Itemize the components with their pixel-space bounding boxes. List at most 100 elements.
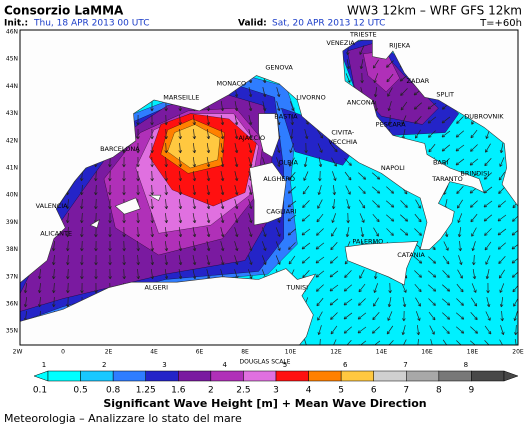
wave-arrow [442,312,451,320]
wave-arrow [498,171,506,181]
wave-arrow [150,268,155,280]
wave-arrow [66,198,70,210]
wave-arrow [290,114,294,126]
wave-arrow [248,255,253,265]
wave-arrow [373,283,378,293]
city-label: VECCHIA [328,138,357,146]
colorbar-tick: 0.8 [106,386,121,396]
wave-arrow [248,115,253,126]
douglas-number: 4 [223,361,228,369]
wave-arrow [499,143,504,154]
wave-arrow [513,311,518,322]
wave-arrow [486,297,491,308]
wave-arrow [315,256,325,264]
wave-arrow [386,340,394,345]
city-label: CIVITA- [331,129,355,137]
wave-arrow [178,170,182,182]
colorbar-tick: 2 [208,386,214,396]
city-label: DUBROVNIK [464,112,504,120]
wave-arrow [373,73,379,83]
city-label: SPLIT [436,91,454,99]
wave-arrow [497,214,507,222]
wave-arrow [343,298,353,306]
wave-arrow [248,213,253,224]
wave-arrow [275,227,281,237]
douglas-number: 7 [403,361,407,369]
wave-arrow [387,297,392,308]
wave-arrow [511,244,518,250]
wave-arrow [345,73,351,83]
wave-arrow [512,215,518,222]
lon-label: 12E [330,349,342,356]
wave-arrow [455,326,465,334]
wave-arrow [511,229,518,236]
wave-arrow [388,114,392,126]
wave-arrow [220,185,225,196]
wave-arrow [66,282,70,294]
wave-arrow [94,282,98,294]
wave-arrow [332,171,337,181]
wave-arrow [372,213,380,223]
wave-arrow [52,282,56,294]
wave-arrow [37,296,42,308]
wave-arrow [192,142,197,154]
wave-arrow [302,200,310,208]
wave-arrow [317,185,322,196]
wave-arrow [485,311,491,321]
lon-label: 14E [376,349,388,356]
wave-arrow [136,254,140,266]
wave-arrow [220,213,225,224]
wave-arrow [455,130,465,138]
wave-arrow [248,227,253,238]
wave-arrow [276,87,281,98]
wave-arrow [443,241,449,251]
wave-arrow [150,254,154,266]
wave-arrow [316,228,324,236]
wave-arrow [359,45,365,55]
wave-arrow [122,226,126,238]
wave-arrow [108,226,112,238]
wave-arrow [470,144,478,152]
wave-arrow [414,129,421,139]
wave-arrow [248,199,253,210]
wave-arrow [80,268,84,280]
wave-arrow [288,255,296,265]
wave-arrow [136,240,140,252]
wave-arrow [287,186,296,194]
wave-arrow [66,226,70,238]
wave-arrow [413,102,422,110]
wave-arrow [358,283,366,293]
wave-arrow [403,339,407,345]
wave-arrow [287,200,297,208]
wave-arrow [65,212,70,224]
wave-arrow [66,296,70,308]
wave-arrow [301,214,311,222]
wave-arrow [206,241,211,252]
wave-arrow [470,312,478,321]
city-label: AJACCIO [238,134,265,142]
wave-arrow [108,170,112,182]
wave-arrow [358,186,366,195]
wave-arrow [192,227,197,238]
wave-arrow [206,157,211,168]
valid-value: Sat, 20 APR 2013 12 UTC [272,19,385,29]
wave-arrow [497,200,507,208]
wave-arrow [483,172,492,180]
wave-arrow [386,325,394,335]
wave-arrow [178,156,183,168]
wave-arrow [333,339,337,345]
wave-arrow [456,186,464,195]
wave-arrow [485,143,491,153]
wave-arrow [108,254,112,266]
wave-arrow [455,144,465,152]
wave-arrow [359,269,365,279]
wave-arrow [178,241,183,252]
wave-arrow [234,213,239,224]
wave-arrow [150,156,154,168]
wave-arrow [52,268,56,280]
wave-arrow [315,270,325,278]
wave-arrow [402,297,407,308]
wave-arrow [316,129,324,139]
wave-arrow [164,212,168,224]
wave-arrow [234,185,239,196]
